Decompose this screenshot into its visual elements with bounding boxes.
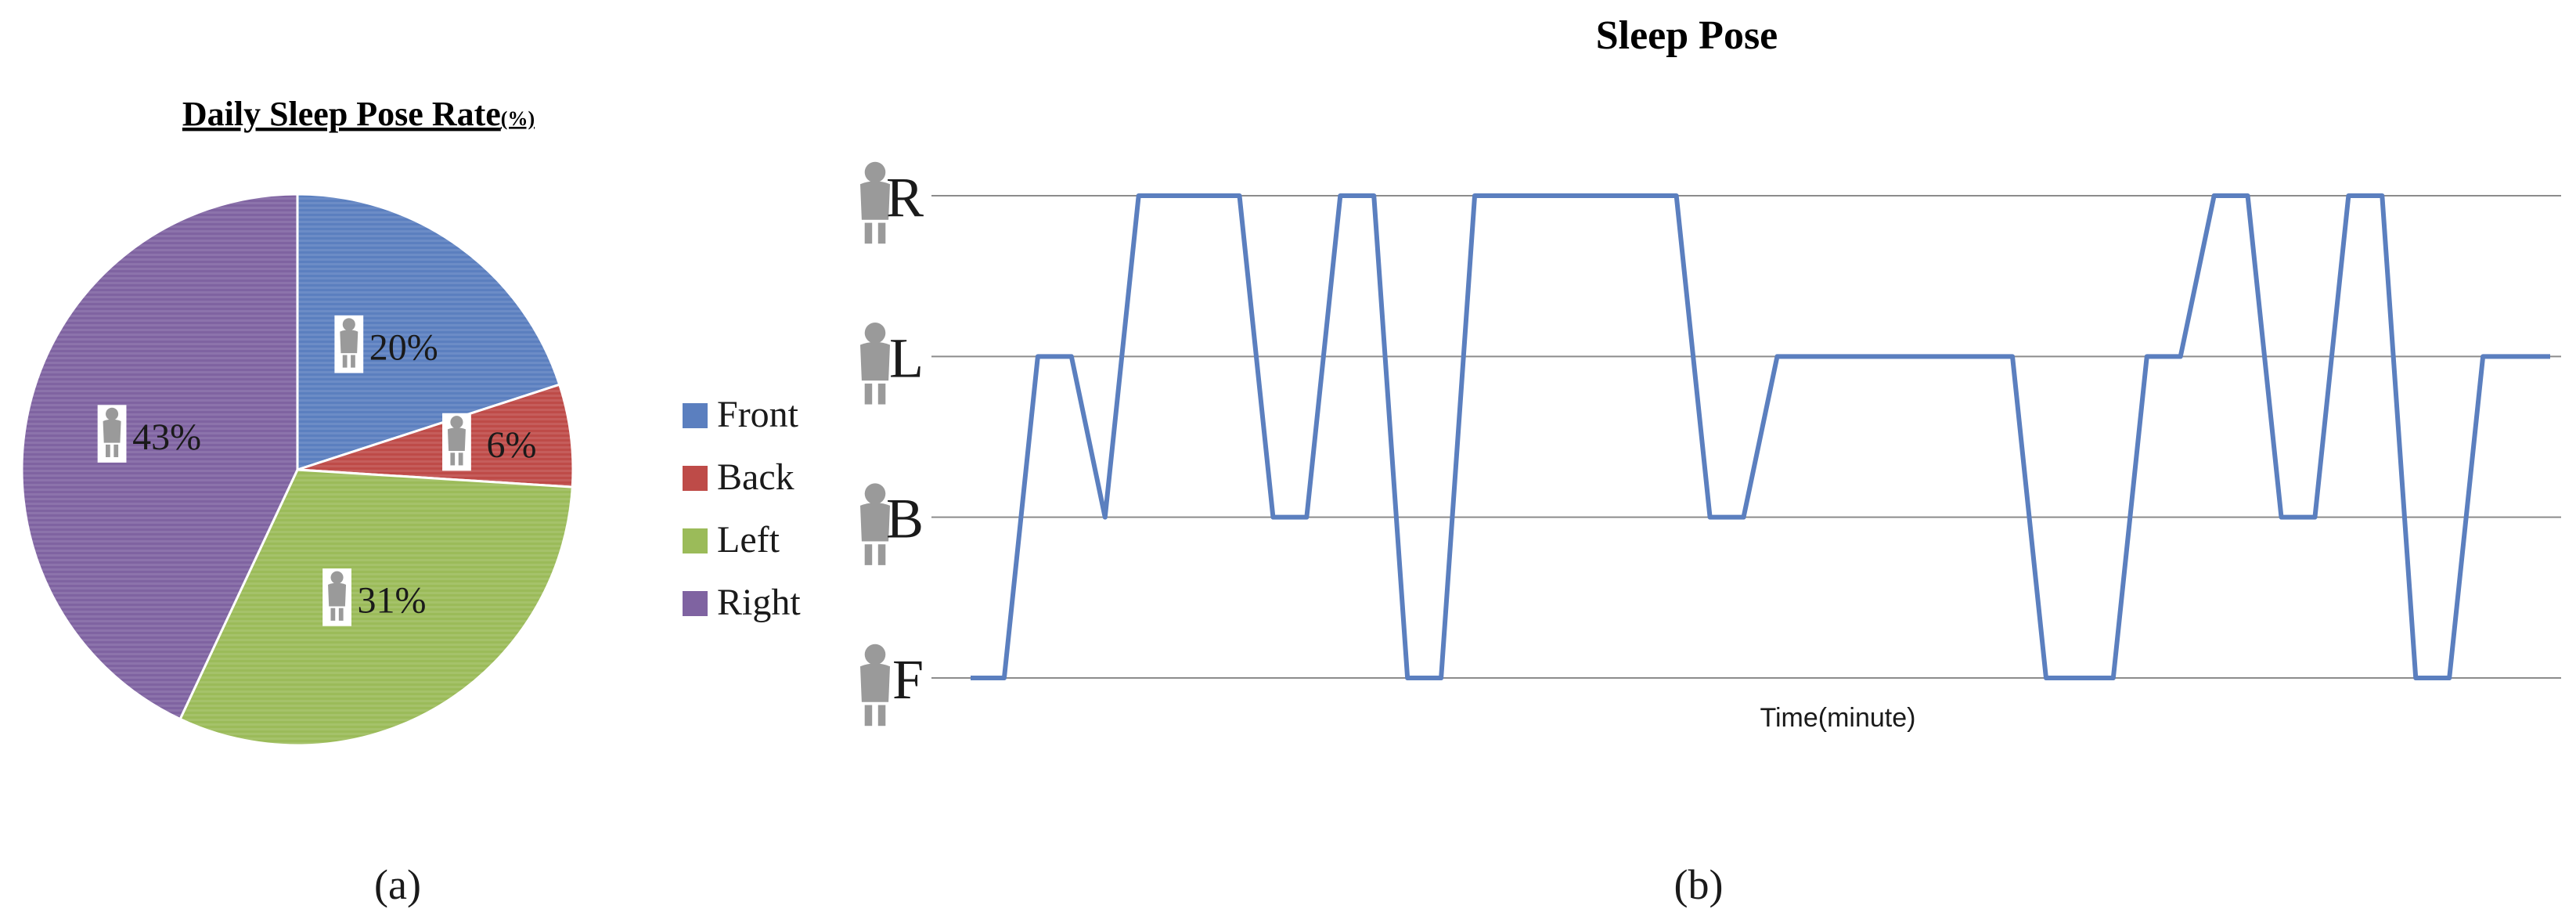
x-axis-label: Time(minute) (1760, 703, 1916, 733)
pie-slices (20, 193, 575, 747)
pie-panel: Daily Sleep Pose Rate(%) 20% 6% 31% 43% Fro… (20, 95, 801, 908)
y-tick-r: R (886, 166, 924, 229)
pie-icons (97, 315, 471, 626)
y-pose-icon-b (860, 483, 890, 565)
sleep-pose-line (971, 193, 2550, 680)
legend-label: Left (717, 519, 780, 561)
pie-title: Daily Sleep Pose Rate(%) (182, 95, 535, 133)
pie-label-back: 6% (486, 424, 536, 466)
pie-slice-back-texture (297, 384, 573, 488)
y-pose-icon-r (860, 161, 890, 244)
y-tick-b: B (886, 488, 924, 550)
pie-title-unit: (%) (501, 107, 535, 130)
legend-swatch (683, 591, 708, 616)
legend-swatch (683, 466, 708, 491)
pie-slice-left-texture (180, 470, 573, 746)
pie-person-icon-front (334, 315, 364, 373)
line-title: Sleep Pose (1596, 13, 1778, 58)
pie-label-left: 31% (358, 580, 427, 622)
pie-person-icon-left (322, 568, 351, 626)
pie-slice-right-texture (21, 194, 298, 719)
pie-label-right: 43% (132, 416, 201, 458)
legend-item-left: Left (683, 519, 780, 561)
legend-swatch (683, 528, 708, 553)
y-tick-f: F (892, 648, 924, 711)
pie-person-icon-back (442, 413, 471, 471)
pie-person-icon-right (97, 405, 127, 463)
pie-slice-front-texture (297, 194, 560, 470)
legend-label: Front (717, 394, 799, 435)
legend-label: Right (717, 582, 801, 623)
legend-swatch (683, 403, 708, 428)
pie-labels: 20% 6% 31% 43% (132, 326, 536, 621)
pie-label-front: 20% (369, 326, 438, 368)
y-axis-ticks: F B L R (886, 166, 924, 711)
pie-title-text: Daily Sleep Pose Rate (182, 95, 501, 133)
y-pose-icon-l (860, 323, 890, 405)
line-panel: Sleep Pose F B L R Time(minute) (b) (860, 13, 2561, 908)
legend-item-right: Right (683, 582, 801, 623)
y-pose-icon-f (860, 644, 890, 727)
legend-item-back: Back (683, 456, 794, 498)
caption-a: (a) (374, 861, 421, 908)
legend-label: Back (717, 456, 794, 498)
y-axis-icons (860, 161, 890, 727)
y-tick-l: L (889, 326, 924, 389)
caption-b: (b) (1674, 861, 1724, 908)
legend-item-front: Front (683, 394, 799, 435)
line-grid (931, 195, 2561, 679)
pie-legend: Front Back Left Right (683, 394, 801, 623)
